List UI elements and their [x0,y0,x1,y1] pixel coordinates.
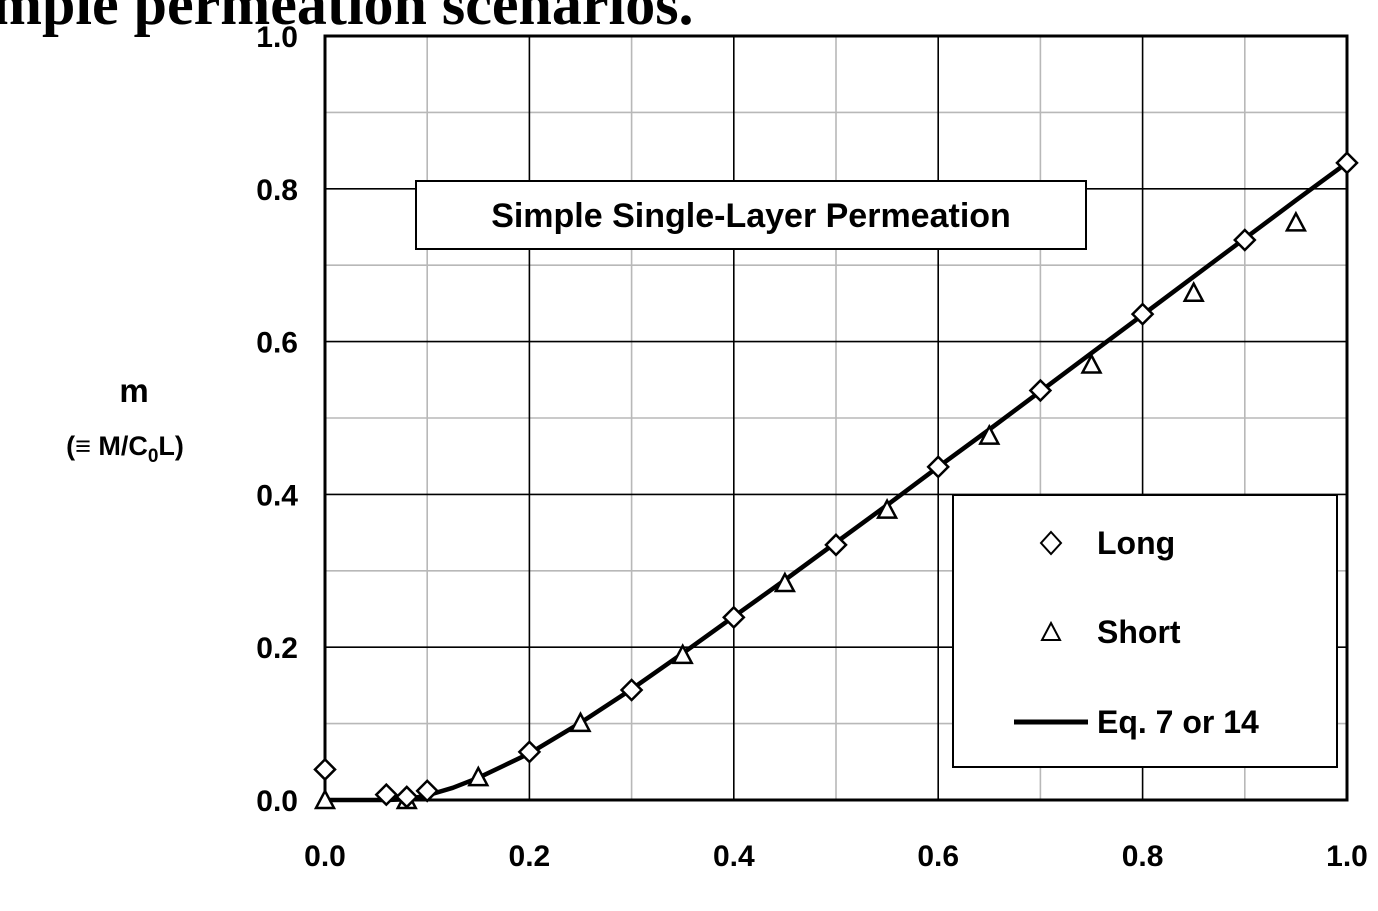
x-tick-label: 1.0 [1326,840,1368,873]
long-point [619,678,644,702]
x-tick-label: 0.2 [509,840,551,873]
chart-title: Simple Single-Layer Permeation [491,197,1011,235]
x-axis-ticks: 0.0 0.2 0.4 0.6 0.8 1.0 [304,840,1368,873]
long-point [374,782,399,807]
short-point [671,643,694,665]
short-point [467,765,490,787]
x-tick-label: 0.6 [917,840,959,873]
short-point [978,423,1001,445]
long-point [1335,151,1359,175]
short-point [1080,352,1103,374]
legend-label-eq: Eq. 7 or 14 [1097,704,1259,740]
long-point [824,533,848,557]
legend-diamond-icon [1039,530,1063,556]
legend-label-long: Long [1097,525,1175,561]
y-axis-ticks: 0.0 0.2 0.4 0.6 0.8 1.0 [256,21,298,818]
long-point [517,740,542,764]
short-point [773,571,796,593]
y-tick-label: 0.8 [256,174,298,207]
x-tick-label: 0.0 [304,840,346,873]
minor-grid [325,36,1347,800]
plot-frame [323,34,1349,802]
y-tick-label: 1.0 [256,21,298,54]
y-tick-label: 0.6 [256,327,298,360]
x-tick-label: 0.8 [1122,840,1164,873]
header-fragment: mple permeation scenarios. [0,0,694,37]
short-point [313,788,337,810]
y-axis-label: m [119,372,148,409]
long-point [1233,228,1257,252]
x-tick-label: 0.4 [713,840,755,873]
long-point [926,455,950,479]
long-point [313,757,337,782]
long-point [415,779,439,803]
y-tick-label: 0.0 [256,785,298,818]
short-point [876,498,899,519]
y-axis-sublabel: (≡ M/C0L) [66,431,184,467]
series-long-markers [313,151,1359,809]
short-point [569,711,592,733]
y-tick-label: 0.4 [256,479,298,512]
long-point [394,785,419,809]
title-box [415,180,1087,250]
y-tick-label: 0.2 [256,632,298,665]
long-point [1130,302,1155,326]
short-point [1284,210,1307,232]
legend: Long Short Eq. 7 or 14 [952,494,1338,768]
short-point [1182,281,1205,302]
long-point [722,605,746,630]
legend-label-short: Short [1097,614,1181,650]
legend-triangle-icon [1040,620,1062,641]
long-point [1028,378,1053,403]
